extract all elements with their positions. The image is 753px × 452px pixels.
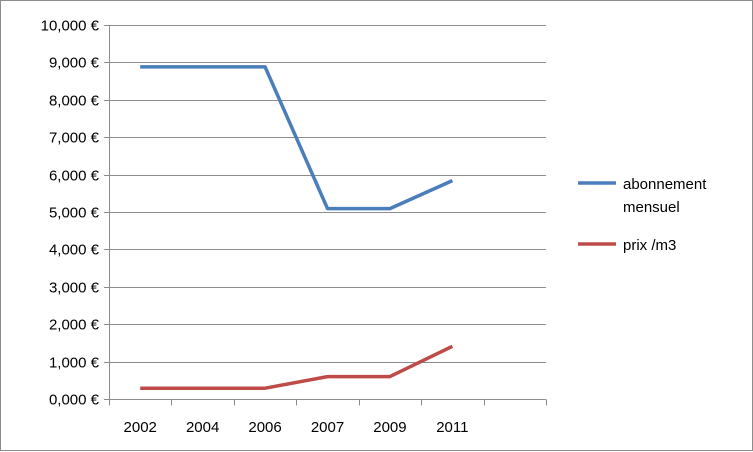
x-tick-label: 2002: [124, 419, 157, 436]
legend-label: abonnement: [623, 176, 707, 193]
x-tick-label: 2007: [311, 419, 344, 436]
y-tick-label: 8,000 €: [49, 93, 100, 110]
x-axis-tick-labels: 2002 2004 2006 2007 2009 2011: [124, 419, 469, 436]
x-tick-label: 2011: [436, 419, 468, 436]
y-tick-label: 10,000 €: [41, 18, 100, 35]
y-tick-label: 5,000 €: [49, 205, 100, 222]
series-lines: [140, 65, 454, 390]
series-line-2: [140, 344, 454, 390]
series-line-1: [140, 65, 454, 211]
legend-entry-1: abonnement mensuel: [578, 176, 707, 216]
y-tick-label: 7,000 €: [49, 130, 100, 147]
y-tick-label: 9,000 €: [49, 55, 100, 72]
legend-label: mensuel: [623, 199, 680, 216]
legend-entry-2: prix /m3: [578, 237, 676, 254]
axes: [104, 25, 547, 406]
y-tick-label: 3,000 €: [49, 280, 100, 297]
y-tick-label: 0,000 €: [49, 392, 100, 409]
y-axis-tick-labels: 0,000 € 1,000 € 2,000 € 3,000 € 4,000 € 5,000…: [41, 18, 100, 409]
x-tick-label: 2006: [248, 419, 281, 436]
gridlines: [109, 25, 546, 363]
legend: abonnement mensuel prix /m3: [578, 176, 707, 254]
legend-label: prix /m3: [623, 237, 676, 254]
y-tick-label: 4,000 €: [49, 242, 100, 259]
y-tick-label: 6,000 €: [49, 168, 100, 185]
y-tick-label: 2,000 €: [49, 317, 100, 334]
x-tick-label: 2009: [373, 419, 406, 436]
y-tick-label: 1,000 €: [49, 355, 100, 372]
x-tick-label: 2004: [186, 419, 219, 436]
